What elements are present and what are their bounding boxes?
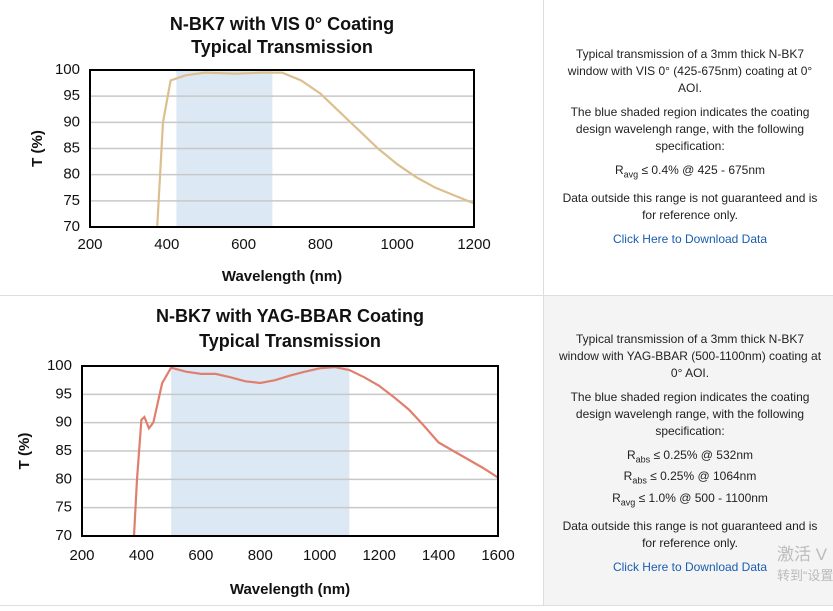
x-tick-label: 400 bbox=[154, 236, 179, 253]
spec-text: ≤ 0.4% @ 425 - 675nm bbox=[641, 163, 766, 177]
spec: Ravg ≤ 0.4% @ 425 - 675nm bbox=[556, 162, 824, 183]
x-tick-label: 1400 bbox=[422, 547, 455, 564]
chart-title: N-BK7 with YAG-BBAR Coating bbox=[156, 306, 424, 326]
y-tick-label: 100 bbox=[47, 357, 72, 374]
y-tick-label: 70 bbox=[55, 527, 72, 544]
watermark: 转到“设置 bbox=[777, 568, 833, 583]
plot-border bbox=[81, 365, 499, 537]
chart-title: Typical Transmission bbox=[199, 331, 381, 351]
spec: Rabs ≤ 0.25% @ 532nm bbox=[556, 447, 824, 468]
chart: N-BK7 with VIS 0° Coating Typical Transmi… bbox=[29, 14, 491, 285]
y-tick-label: 75 bbox=[55, 499, 72, 516]
x-tick-label: 800 bbox=[248, 547, 273, 564]
spec-text: ≤ 1.0% @ 500 - 1100nm bbox=[638, 490, 768, 505]
y-tick-label: 100 bbox=[55, 61, 80, 78]
spec-symbol: R bbox=[614, 163, 624, 177]
description-cell: Typical transmission of a 3mm thick N-BK… bbox=[543, 296, 833, 605]
plot-border bbox=[89, 69, 475, 228]
transmission-line bbox=[156, 71, 475, 228]
chart: N-BK7 with YAG-BBAR Coating Typical Trans… bbox=[16, 306, 515, 598]
x-tick-label: 200 bbox=[77, 236, 102, 253]
chart-title: Typical Transmission bbox=[191, 37, 373, 57]
x-tick-label: 1000 bbox=[381, 236, 414, 253]
chart-cell: N-BK7 with VIS 0° Coating Typical Transmi… bbox=[0, 0, 543, 295]
spec-list: Ravg ≤ 0.4% @ 425 - 675nm bbox=[556, 162, 824, 183]
x-axis-label: Wavelength (nm) bbox=[222, 268, 342, 285]
download-link[interactable]: Click Here to Download Data bbox=[612, 232, 768, 247]
chart-title: N-BK7 with VIS 0° Coating bbox=[170, 14, 394, 34]
y-axis-label: T (%) bbox=[16, 433, 33, 470]
spec-text: ≤ 0.25% @ 1064nm bbox=[650, 469, 757, 484]
x-tick-label: 800 bbox=[308, 236, 333, 253]
chart-cell: N-BK7 with YAG-BBAR Coating Typical Trans… bbox=[0, 296, 543, 605]
spec-subscript: avg bbox=[623, 169, 639, 180]
y-tick-label: 90 bbox=[55, 414, 72, 431]
row: N-BK7 with YAG-BBAR Coating Typical Trans… bbox=[0, 296, 833, 606]
y-tick-label: 90 bbox=[63, 113, 80, 130]
x-tick-label: 1600 bbox=[481, 547, 514, 564]
spec-subscript: avg bbox=[620, 497, 636, 508]
y-tick-label: 75 bbox=[63, 192, 80, 209]
y-tick-label: 80 bbox=[63, 166, 80, 183]
x-tick-label: 400 bbox=[129, 547, 154, 564]
description: Typical transmission of a 3mm thick N-BK… bbox=[556, 46, 824, 248]
y-axis-label: T (%) bbox=[29, 130, 46, 167]
x-axis-label: Wavelength (nm) bbox=[230, 581, 350, 598]
spec: Rabs ≤ 0.25% @ 1064nm bbox=[556, 468, 824, 489]
y-tick-label: 95 bbox=[55, 385, 72, 402]
spec-subscript: abs bbox=[632, 475, 647, 486]
spec-text: ≤ 0.25% @ 532nm bbox=[653, 448, 754, 462]
spec: Ravg ≤ 1.0% @ 500 - 1100nm bbox=[556, 490, 824, 511]
x-tick-label: 600 bbox=[188, 547, 213, 564]
region-text: The blue shaded region indicates the coa… bbox=[570, 390, 810, 438]
note-text: Data outside this range is not guarantee… bbox=[562, 191, 818, 223]
y-tick-label: 85 bbox=[63, 139, 80, 156]
y-tick-label: 85 bbox=[55, 442, 72, 459]
transmission-line bbox=[132, 365, 499, 537]
spec-symbol: R bbox=[626, 448, 636, 462]
x-tick-label: 1200 bbox=[457, 236, 490, 253]
description: Typical transmission of a 3mm thick N-BK… bbox=[556, 331, 824, 576]
y-tick-label: 80 bbox=[55, 470, 72, 487]
y-tick-label: 70 bbox=[63, 218, 80, 235]
y-tick-label: 95 bbox=[63, 87, 80, 104]
watermark: 激活 V bbox=[777, 545, 828, 564]
spec-symbol: R bbox=[612, 490, 621, 505]
intro-text: Typical transmission of a 3mm thick N-BK… bbox=[567, 47, 813, 95]
region-text: The blue shaded region indicates the coa… bbox=[570, 105, 810, 153]
intro-text: Typical transmission of a 3mm thick N-BK… bbox=[558, 332, 822, 380]
x-tick-label: 200 bbox=[69, 547, 94, 564]
download-link[interactable]: Click Here to Download Data bbox=[612, 560, 768, 575]
description-cell: Typical transmission of a 3mm thick N-BK… bbox=[543, 0, 833, 295]
spec-list: Rabs ≤ 0.25% @ 532nm Rabs ≤ 0.25% @ 1064n… bbox=[556, 447, 824, 511]
x-tick-label: 1000 bbox=[303, 547, 336, 564]
spec-subscript: abs bbox=[635, 454, 651, 465]
row: N-BK7 with VIS 0° Coating Typical Transmi… bbox=[0, 0, 833, 296]
x-tick-label: 1200 bbox=[362, 547, 395, 564]
spec-symbol: R bbox=[623, 469, 633, 484]
x-tick-label: 600 bbox=[231, 236, 256, 253]
note-text: Data outside this range is not guarantee… bbox=[562, 519, 818, 551]
